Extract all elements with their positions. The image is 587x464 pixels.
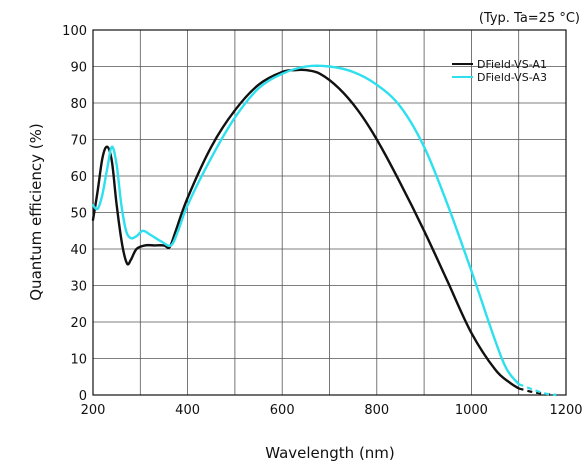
axis-ticks: 0 10 20 30 40 50 60 70 80 90 100 200 400 600 800 1000 12… <box>62 24 582 418</box>
legend-label-a1: DField-VS-A1 <box>477 58 547 71</box>
legend-label-a3: DField-VS-A3 <box>477 71 547 84</box>
x-tick-label: 800 <box>364 403 389 418</box>
legend: DField-VS-A1 DField-VS-A3 <box>452 58 547 84</box>
y-tick-label: 50 <box>70 207 87 222</box>
y-tick-label: 60 <box>70 170 87 185</box>
series-tail-dfield-vs-a3 <box>518 383 557 397</box>
series-line-dfield-vs-a1 <box>91 68 520 390</box>
y-tick-label: 100 <box>62 24 87 39</box>
y-tick-label: 20 <box>70 316 87 331</box>
series-tail-dfield-vs-a1 <box>518 387 557 397</box>
x-tick-label: 1200 <box>549 403 582 418</box>
y-axis-title: Quantum efficiency (%) <box>27 123 45 301</box>
conditions-note: (Typ. Ta=25 °C) <box>479 11 580 26</box>
y-tick-label: 90 <box>70 61 87 76</box>
series-line-dfield-vs-a3 <box>91 64 520 386</box>
series-layer <box>91 64 557 397</box>
y-tick-label: 70 <box>70 134 87 149</box>
x-tick-label: 1000 <box>455 403 488 418</box>
x-tick-label: 400 <box>175 403 200 418</box>
x-axis-title: Wavelength (nm) <box>265 444 395 462</box>
y-tick-label: 10 <box>70 353 87 368</box>
y-tick-label: 0 <box>79 389 87 404</box>
y-tick-label: 80 <box>70 97 87 112</box>
x-tick-label: 200 <box>81 403 106 418</box>
y-tick-label: 40 <box>70 243 87 258</box>
x-tick-label: 600 <box>270 403 295 418</box>
y-tick-label: 30 <box>70 280 87 295</box>
